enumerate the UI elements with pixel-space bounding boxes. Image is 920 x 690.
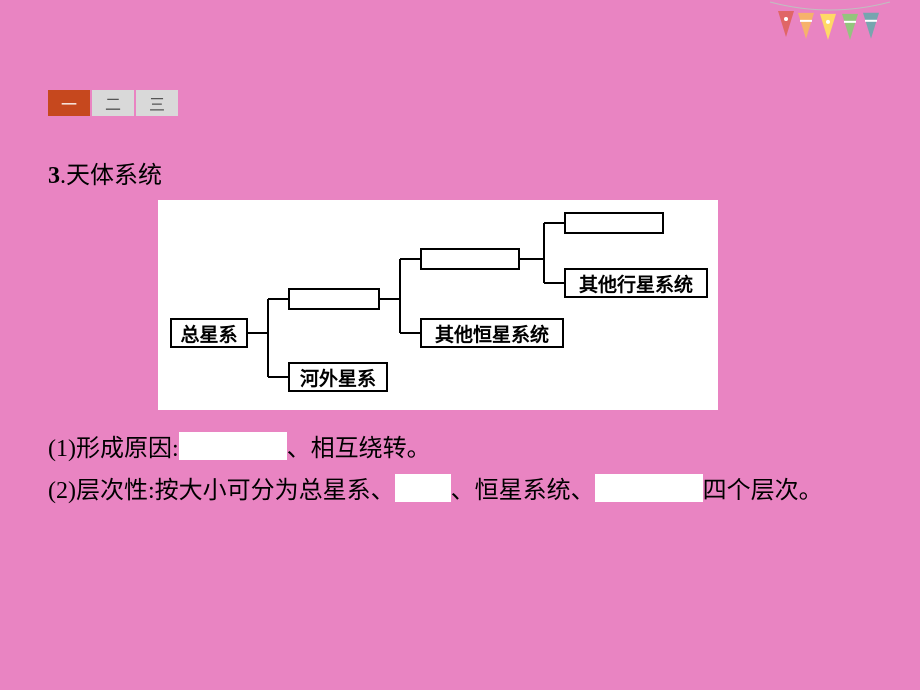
body-text: (1)形成原因: 、相互绕转。 (2)层次性:按大小可分为总星系、 、恒星系统、 四个… xyxy=(48,428,868,512)
blank-3 xyxy=(595,474,703,502)
p2-mid: 、恒星系统、 xyxy=(451,478,595,504)
diagram-connectors xyxy=(168,210,708,400)
tab-two[interactable]: 二 xyxy=(92,90,134,116)
diagram-box-root: 总星系 xyxy=(170,318,248,348)
tab-three[interactable]: 三 xyxy=(136,90,178,116)
p1-mid: 、相互绕转。 xyxy=(287,436,431,462)
hierarchy-diagram: 总星系河外星系 其他恒星系统其他行星系统 xyxy=(168,210,708,400)
p2-pre: (2)层次性:按大小可分为总星系、 xyxy=(48,478,395,504)
heading-number: 3 xyxy=(48,163,60,189)
blank-1 xyxy=(179,432,287,460)
p1-pre: (1)形成原因: xyxy=(48,436,179,462)
point-1: (1)形成原因: 、相互绕转。 xyxy=(48,428,868,470)
p2-post: 四个层次。 xyxy=(703,478,823,504)
diagram-box-l4b: 其他行星系统 xyxy=(564,268,708,298)
section-heading: 3.天体系统 xyxy=(48,155,868,190)
diagram-box-l3b: 其他恒星系统 xyxy=(420,318,564,348)
heading-title: 天体系统 xyxy=(66,163,162,189)
point-2: (2)层次性:按大小可分为总星系、 、恒星系统、 四个层次。 xyxy=(48,470,868,512)
blank-2 xyxy=(395,474,451,502)
bunting-decoration xyxy=(740,0,920,70)
tab-bar: 一 二 三 xyxy=(48,90,178,116)
diagram-box-l4blank xyxy=(564,212,664,234)
diagram-box-l2b: 河外星系 xyxy=(288,362,388,392)
tab-one[interactable]: 一 xyxy=(48,90,90,116)
diagram-box-l2blank xyxy=(288,288,380,310)
content-area: 3.天体系统 总星系河外星系 其他恒星系统其他行星系统 (1)形成原因: 、相互绕转… xyxy=(48,155,868,512)
diagram-box-l3blank xyxy=(420,248,520,270)
diagram-container: 总星系河外星系 其他恒星系统其他行星系统 xyxy=(158,200,718,410)
